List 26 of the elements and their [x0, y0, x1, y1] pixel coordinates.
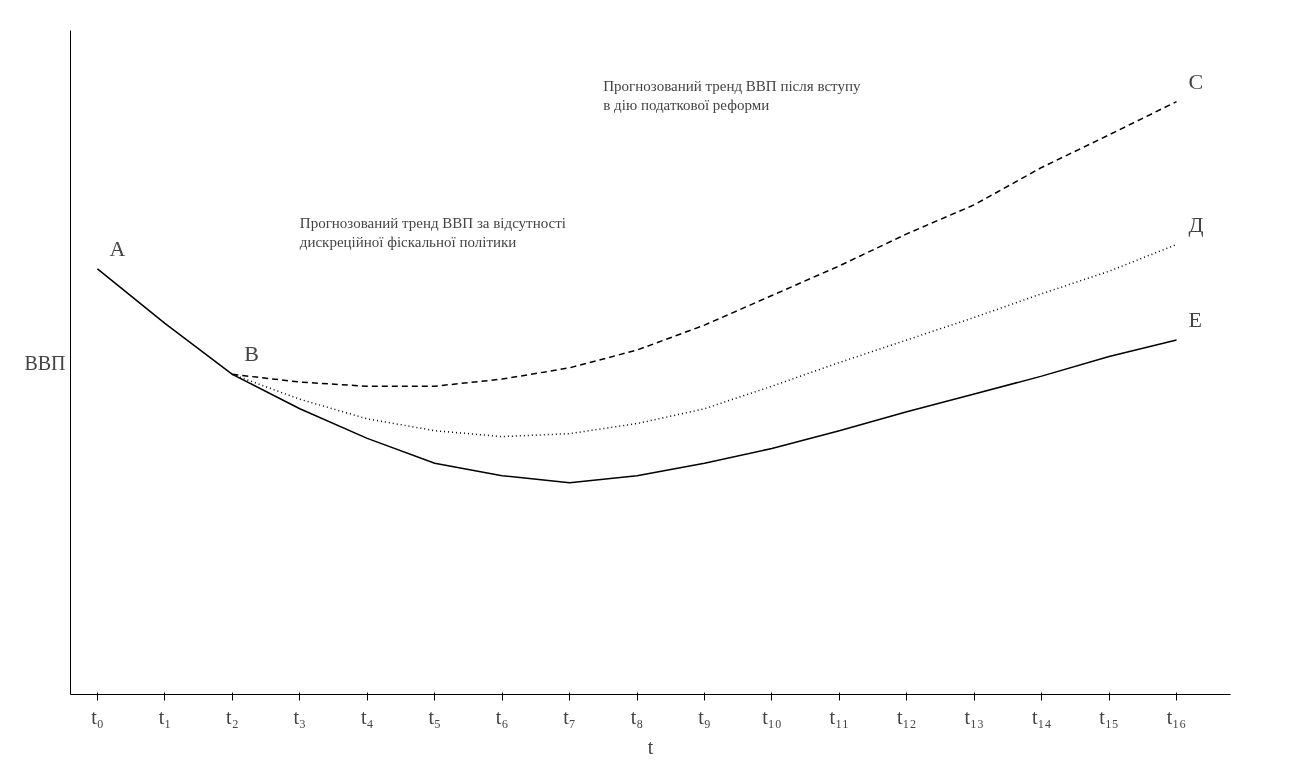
x-tick-label: t₅ [428, 705, 441, 728]
x-tick-label: t₁₂ [897, 705, 917, 728]
y-axis-title: ВВП [24, 351, 66, 374]
x-tick-label: t₇ [563, 705, 576, 728]
x-tick-label: t₂ [226, 705, 239, 728]
x-tick-label: t₁ [158, 705, 172, 728]
x-tick-label: t₁₀ [762, 705, 782, 728]
x-tick-label: t₁₁ [829, 705, 850, 728]
annotation: A [109, 235, 126, 261]
x-tick-label: t₁₄ [1031, 705, 1052, 728]
x-tick-label: t₈ [630, 705, 644, 728]
x-tick-label: t₃ [293, 705, 307, 728]
x-tick-label: t₉ [698, 705, 711, 728]
annotation: Прогнозований тренд ВВП за відсутності дискреційної фіскальної політики [299, 214, 566, 250]
annotation: Прогнозований тренд ВВП після вступу в дію податкової реформи [603, 78, 861, 114]
x-tick-label: t₄ [360, 705, 374, 728]
x-axis-title: t [647, 735, 654, 758]
x-tick-label: t₁₃ [964, 705, 984, 728]
x-tick-label: t₁₅ [1099, 705, 1119, 728]
x-tick-label: t₆ [495, 705, 509, 728]
annotation: B [244, 341, 260, 367]
annotation: Д [1188, 211, 1204, 237]
x-tick-label: t₁₆ [1166, 705, 1187, 728]
annotation: C [1188, 68, 1204, 94]
annotation: E [1188, 306, 1202, 332]
x-tick-label: t₀ [91, 705, 104, 728]
